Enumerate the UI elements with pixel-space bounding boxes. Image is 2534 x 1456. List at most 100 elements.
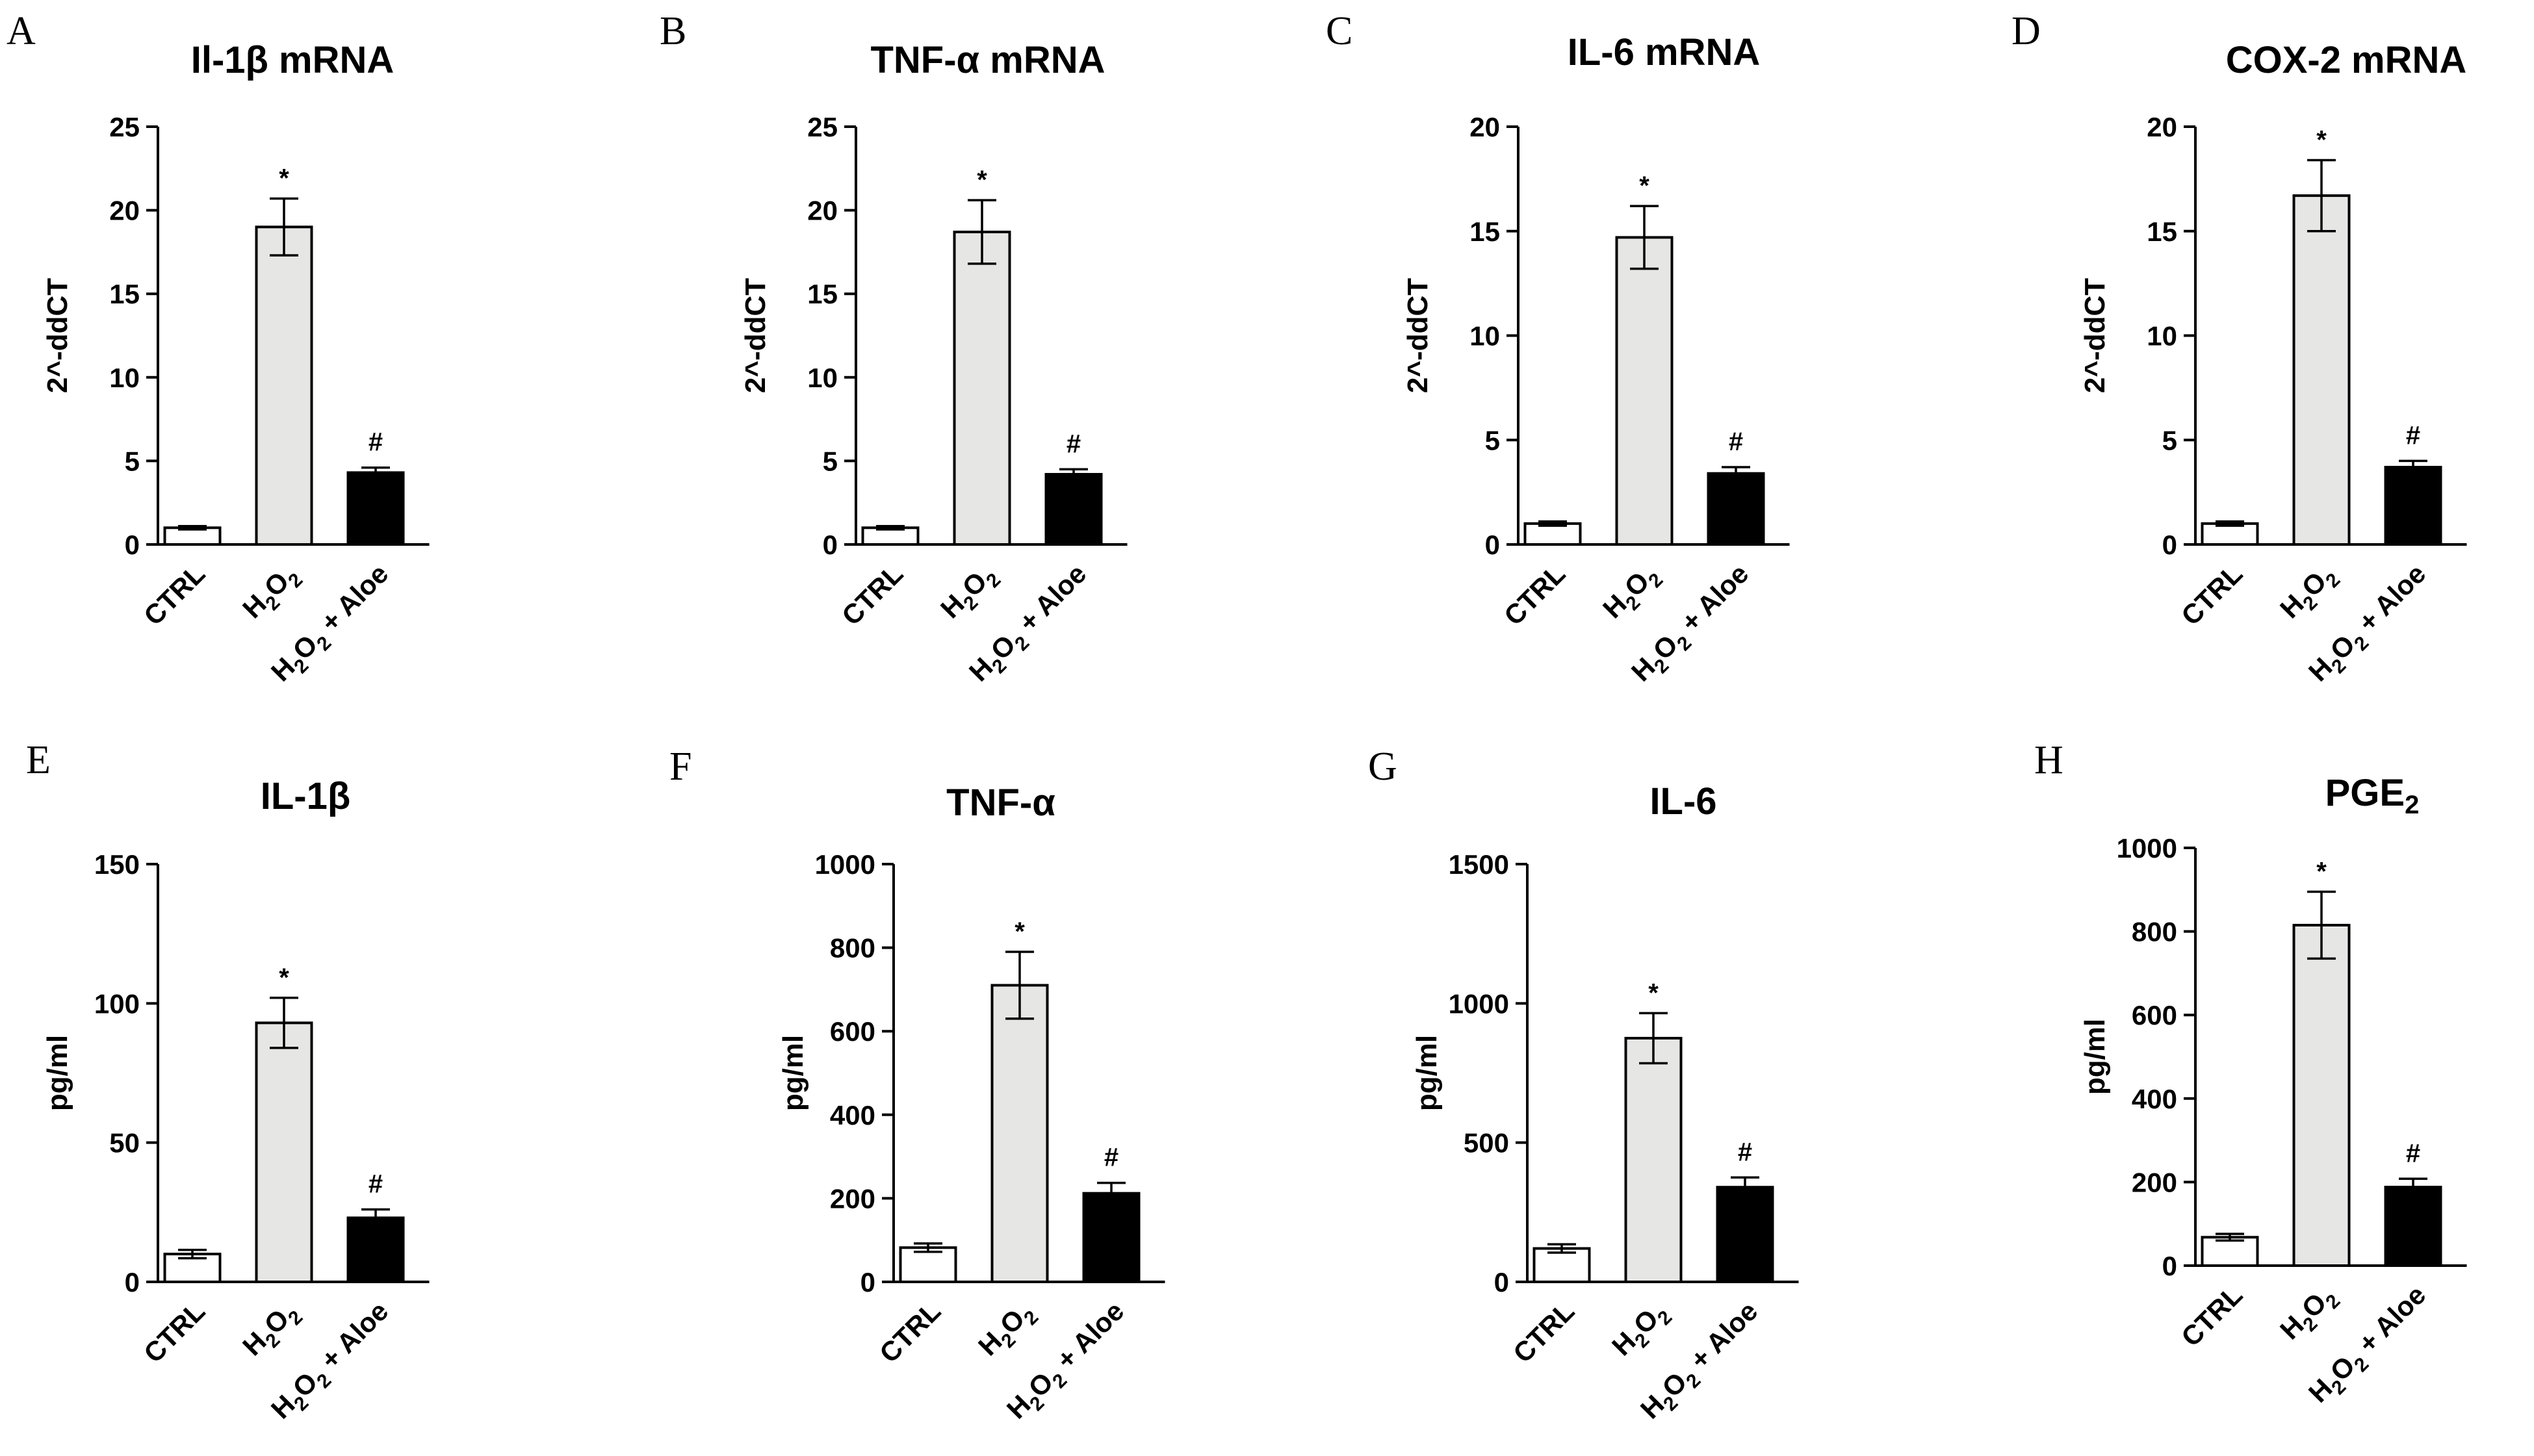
bar-3 <box>1716 1186 1774 1283</box>
category-label: H2O2 <box>2274 1279 2344 1349</box>
significance-hash: # <box>1738 1138 1752 1166</box>
category-label: H2O2 <box>1597 558 1667 628</box>
y-axis-label: pg/ml <box>2079 1019 2111 1095</box>
bar-2 <box>2292 923 2351 1267</box>
chart-title: IL-6 mRNA <box>1568 31 1760 73</box>
y-tick-label: 10 <box>2147 321 2177 351</box>
bar-1 <box>1532 1247 1591 1284</box>
category-label: H2O2 <box>1606 1296 1676 1366</box>
y-tick-label: 5 <box>125 446 140 476</box>
y-tick-label: 10 <box>109 363 140 393</box>
y-tick-label: 5 <box>2162 425 2177 455</box>
y-axis-label: pg/ml <box>42 1035 73 1111</box>
significance-hash: # <box>1067 429 1081 458</box>
y-tick-label: 1000 <box>815 849 875 880</box>
panel-letter: D <box>2011 9 2041 53</box>
y-tick-label: 0 <box>2162 530 2177 560</box>
significance-hash: # <box>1104 1143 1118 1172</box>
significance-star: * <box>1015 917 1025 946</box>
bar-2 <box>1624 1036 1683 1283</box>
significance-hash: # <box>2406 1139 2420 1168</box>
y-tick-label: 0 <box>125 530 140 560</box>
y-tick-label: 0 <box>823 530 838 560</box>
category-label: CTRL <box>138 1296 211 1368</box>
significance-hash: # <box>368 1170 383 1199</box>
y-tick-label: 0 <box>860 1267 875 1297</box>
category-label: H2O2 <box>2274 558 2344 628</box>
category-label: H2O2 <box>237 558 307 628</box>
chart-panel-c: C IL-6 mRNA051015202^-ddCTCTRL*H2O2#H2O2 … <box>1326 9 1790 687</box>
y-axis-label: 2^-ddCT <box>1402 278 1434 393</box>
y-tick-label: 50 <box>109 1128 140 1158</box>
chart-title: COX-2 mRNA <box>2226 39 2467 81</box>
y-tick-label: 150 <box>94 849 140 880</box>
y-tick-label: 400 <box>2132 1084 2177 1114</box>
chart-title: Il-1β mRNA <box>191 39 394 81</box>
significance-star: * <box>2316 125 2327 154</box>
significance-star: * <box>2316 858 2327 886</box>
category-label: CTRL <box>1507 1296 1580 1368</box>
y-tick-label: 10 <box>1469 321 1500 351</box>
chart-panel-h: HPGE202004006008001000pg/mlCTRL*H2O2#H2O… <box>2034 738 2467 1409</box>
panel-letter: F <box>669 745 692 789</box>
y-axis-label: 2^-ddCT <box>42 278 73 393</box>
bar-3 <box>1044 472 1103 546</box>
bar-2 <box>2292 194 2351 546</box>
chart-title: TNF-α <box>946 782 1055 824</box>
y-tick-label: 200 <box>2132 1167 2177 1197</box>
y-tick-label: 1000 <box>1449 988 1509 1019</box>
chart-panel-f: FTNF-α02004006008001000pg/mlCTRL*H2O2#H2… <box>669 745 1165 1425</box>
y-tick-label: 15 <box>109 279 140 309</box>
y-tick-label: 600 <box>2132 1000 2177 1030</box>
significance-hash: # <box>1729 428 1743 456</box>
panel-letter: H <box>2034 738 2063 782</box>
significance-star: * <box>1648 978 1659 1007</box>
bar-2 <box>953 231 1011 546</box>
panel-letter: A <box>6 9 36 53</box>
y-tick-label: 100 <box>94 988 140 1019</box>
category-label: H2O2 <box>935 558 1005 628</box>
panel-letter: B <box>660 9 686 53</box>
chart-panel-a: AIl-1β mRNA05101520252^-ddCTCTRL*H2O2#H2… <box>6 9 430 687</box>
category-label: CTRL <box>138 558 211 631</box>
panel-letter: G <box>1368 745 1397 789</box>
chart-title: IL-6 <box>1649 780 1716 823</box>
y-tick-label: 15 <box>807 279 838 309</box>
bar-3 <box>1707 472 1765 546</box>
y-tick-label: 1000 <box>2117 833 2177 863</box>
bar-2 <box>255 225 313 546</box>
y-axis-label: pg/ml <box>1411 1035 1443 1111</box>
y-tick-label: 5 <box>823 446 838 476</box>
category-label: CTRL <box>2175 558 2248 631</box>
y-tick-label: 800 <box>2132 917 2177 947</box>
bar-3 <box>2384 1186 2442 1267</box>
y-tick-label: 20 <box>2147 112 2177 142</box>
bar-3 <box>1082 1192 1141 1283</box>
significance-hash: # <box>368 428 383 457</box>
bar-2 <box>1615 236 1674 546</box>
bar-2 <box>990 984 1049 1283</box>
significance-hash: # <box>2406 421 2420 450</box>
y-tick-label: 0 <box>125 1267 140 1297</box>
y-tick-label: 20 <box>109 196 140 226</box>
y-axis-label: 2^-ddCT <box>740 278 771 393</box>
y-tick-label: 5 <box>1485 425 1500 455</box>
category-label: CTRL <box>836 558 909 631</box>
y-tick-label: 25 <box>807 112 838 142</box>
category-label: H2O2 <box>237 1296 307 1366</box>
significance-star: * <box>977 166 987 194</box>
panel-letter: E <box>26 738 51 782</box>
y-tick-label: 200 <box>830 1183 875 1214</box>
category-label: CTRL <box>873 1296 946 1368</box>
y-tick-label: 600 <box>830 1016 875 1047</box>
category-label: CTRL <box>1498 558 1571 631</box>
bar-3 <box>346 471 405 546</box>
chart-title: TNF-α mRNA <box>870 39 1105 81</box>
y-tick-label: 800 <box>830 933 875 964</box>
y-tick-label: 10 <box>807 363 838 393</box>
y-tick-label: 15 <box>1469 216 1500 247</box>
